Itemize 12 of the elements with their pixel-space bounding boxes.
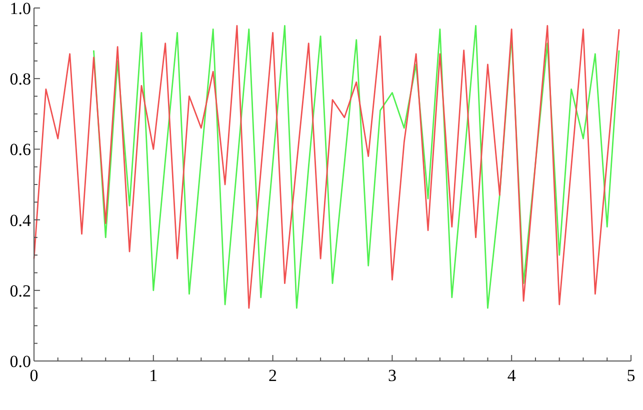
y-tick-label: 0.2 xyxy=(10,281,31,300)
x-tick-label: 2 xyxy=(268,366,278,385)
y-tick-label: 0.4 xyxy=(10,210,32,230)
y-tick-label: 0.8 xyxy=(10,70,31,89)
x-tick-label: 4 xyxy=(507,366,516,385)
x-tick-label: 3 xyxy=(388,366,396,385)
y-tick-label: 0.6 xyxy=(10,140,31,160)
y-tick-label: 1.0 xyxy=(10,0,31,18)
x-tick-label: 1 xyxy=(149,366,158,385)
x-tick-label: 0 xyxy=(30,366,38,385)
x-tick-label: 5 xyxy=(626,366,636,385)
y-tick-label: 0.0 xyxy=(10,352,31,371)
